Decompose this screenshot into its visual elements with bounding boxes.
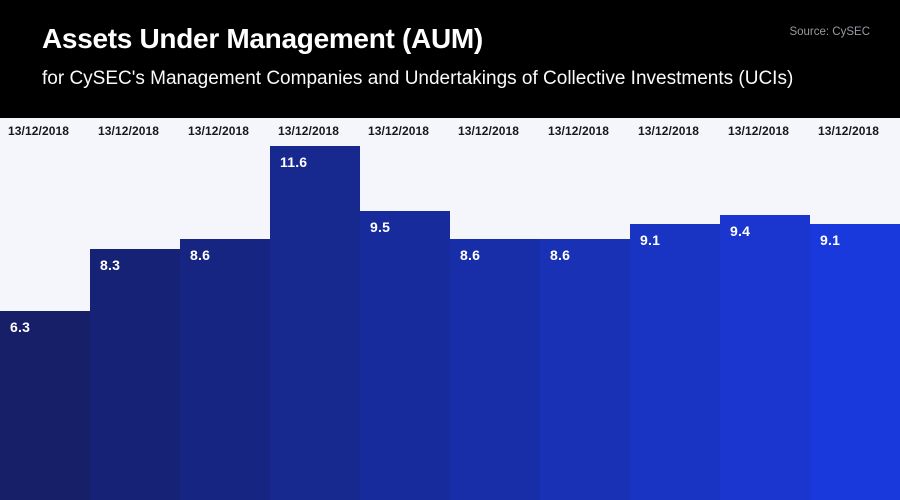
bar-value-label: 8.6 [460,247,481,263]
date-label: 13/12/2018 [818,124,880,138]
date-label: 13/12/2018 [458,124,520,138]
date-label: 13/12/2018 [638,124,700,138]
bar-value-label: 6.3 [10,319,31,335]
bar-value-label: 8.6 [190,247,211,263]
date-label: 13/12/2018 [188,124,250,138]
chart-column: 13/12/2018 9.4 [720,118,810,500]
bar-value-label: 9.1 [640,232,661,248]
bar-value-label: 9.1 [820,232,841,248]
chart-column: 13/12/2018 8.6 [180,118,270,500]
date-label: 13/12/2018 [728,124,790,138]
date-label: 13/12/2018 [278,124,340,138]
chart-title: Assets Under Management (AUM) [42,23,483,54]
bar: 8.3 [90,249,180,500]
chart-column: 13/12/2018 9.5 [360,118,450,500]
bar-value-label: 11.6 [280,154,308,170]
bar: 9.5 [360,211,450,500]
chart-column: 13/12/2018 8.6 [450,118,540,500]
bar: 8.6 [450,239,540,500]
bar: 6.3 [0,311,90,500]
bar: 9.4 [720,215,810,500]
date-label: 13/12/2018 [548,124,610,138]
chart-header: Assets Under Management (AUM) for CySEC'… [0,0,900,118]
chart-column: 13/12/2018 8.6 [540,118,630,500]
bar-value-label: 8.6 [550,247,571,263]
bar: 9.1 [810,224,900,500]
chart-subtitle: for CySEC's Management Companies and Und… [42,68,794,89]
date-label: 13/12/2018 [368,124,430,138]
bar: 9.1 [630,224,720,500]
bar-chart-area: 13/12/2018 6.3 13/12/2018 8.3 13/12/2018 8.6 1… [0,118,900,500]
bar: 8.6 [180,239,270,500]
chart-column: 13/12/2018 11.6 [270,118,360,500]
bar: 8.6 [540,239,630,500]
bar-value-label: 8.3 [100,257,121,273]
chart-column: 13/12/2018 8.3 [90,118,180,500]
date-label: 13/12/2018 [98,124,160,138]
bar-value-label: 9.4 [730,223,751,239]
source-attribution: Source: CySEC [789,26,870,38]
bar-value-label: 9.5 [370,219,391,235]
bar: 11.6 [270,146,360,500]
chart-column: 13/12/2018 9.1 [810,118,900,500]
date-label: 13/12/2018 [8,124,70,138]
chart-column: 13/12/2018 9.1 [630,118,720,500]
chart-column: 13/12/2018 6.3 [0,118,90,500]
